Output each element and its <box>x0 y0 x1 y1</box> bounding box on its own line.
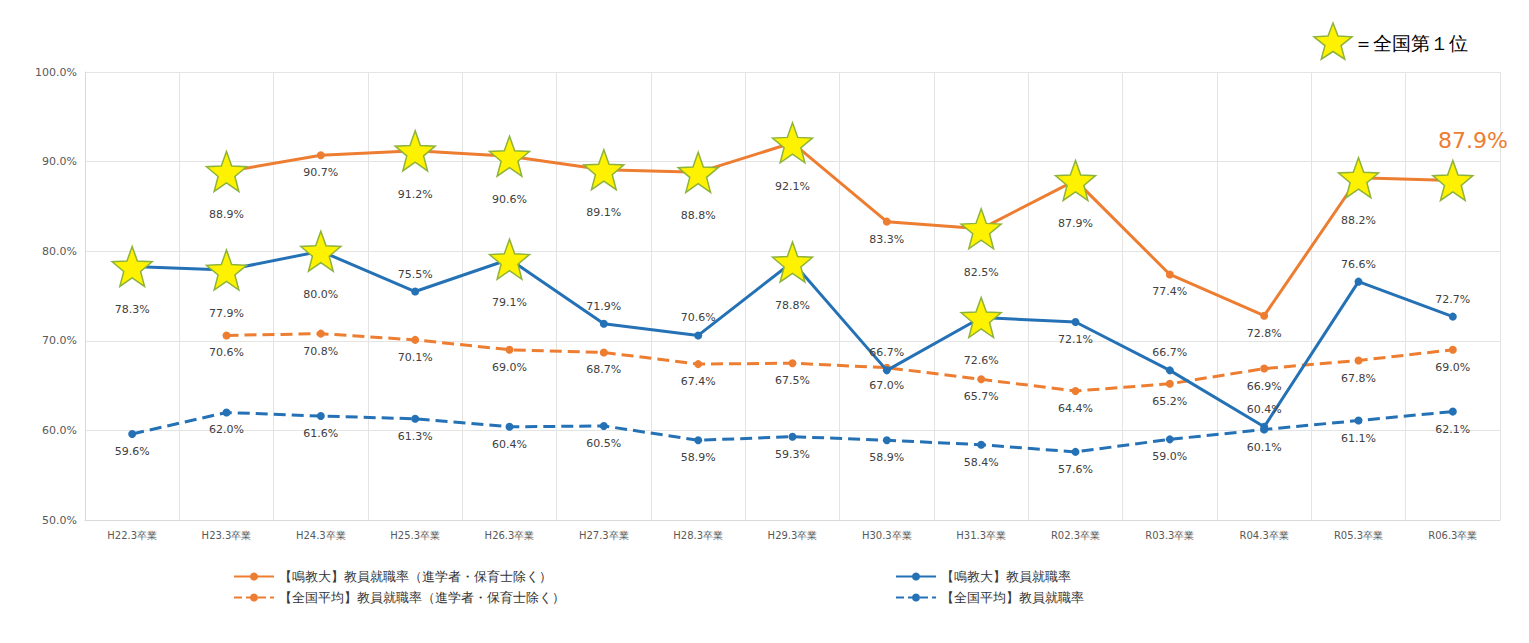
svg-text:67.4%: 67.4% <box>681 375 716 388</box>
svg-text:70.1%: 70.1% <box>398 351 433 364</box>
svg-text:58.9%: 58.9% <box>681 451 716 464</box>
svg-text:59.0%: 59.0% <box>1152 450 1187 463</box>
svg-text:80.0%: 80.0% <box>303 288 338 301</box>
svg-text:61.6%: 61.6% <box>303 427 338 440</box>
svg-text:H22.3卒業: H22.3卒業 <box>107 530 157 541</box>
svg-text:【鳴教大】教員就職率（進学者・保育士除く）: 【鳴教大】教員就職率（進学者・保育士除く） <box>279 569 552 584</box>
svg-text:89.1%: 89.1% <box>586 206 621 219</box>
svg-text:68.7%: 68.7% <box>586 363 621 376</box>
svg-text:88.2%: 88.2% <box>1341 214 1376 227</box>
svg-text:65.2%: 65.2% <box>1152 395 1187 408</box>
svg-text:H30.3卒業: H30.3卒業 <box>862 530 912 541</box>
svg-text:90.7%: 90.7% <box>303 166 338 179</box>
svg-text:72.6%: 72.6% <box>964 354 999 367</box>
svg-text:87.9%: 87.9% <box>1438 128 1508 153</box>
svg-text:61.1%: 61.1% <box>1341 432 1376 445</box>
svg-text:66.7%: 66.7% <box>1152 346 1187 359</box>
svg-text:61.3%: 61.3% <box>398 430 433 443</box>
svg-text:82.5%: 82.5% <box>964 266 999 279</box>
svg-text:60.5%: 60.5% <box>586 437 621 450</box>
svg-text:＝全国第１位: ＝全国第１位 <box>1354 32 1468 54</box>
svg-text:69.0%: 69.0% <box>492 361 527 374</box>
svg-text:H24.3卒業: H24.3卒業 <box>296 530 346 541</box>
svg-text:62.1%: 62.1% <box>1435 423 1470 436</box>
svg-text:67.5%: 67.5% <box>775 374 810 387</box>
svg-text:78.3%: 78.3% <box>115 303 150 316</box>
svg-text:60.1%: 60.1% <box>1247 441 1282 454</box>
svg-text:67.8%: 67.8% <box>1341 372 1376 385</box>
svg-text:88.8%: 88.8% <box>681 209 716 222</box>
svg-text:66.9%: 66.9% <box>1247 380 1282 393</box>
svg-text:59.6%: 59.6% <box>115 445 150 458</box>
svg-text:62.0%: 62.0% <box>209 423 244 436</box>
svg-text:70.6%: 70.6% <box>681 311 716 324</box>
svg-text:90.6%: 90.6% <box>492 193 527 206</box>
svg-text:H23.3卒業: H23.3卒業 <box>202 530 252 541</box>
svg-text:70.8%: 70.8% <box>303 345 338 358</box>
svg-text:67.0%: 67.0% <box>869 379 904 392</box>
svg-text:88.9%: 88.9% <box>209 208 244 221</box>
svg-text:H26.3卒業: H26.3卒業 <box>485 530 535 541</box>
svg-text:R05.3卒業: R05.3卒業 <box>1334 530 1383 541</box>
svg-text:59.3%: 59.3% <box>775 448 810 461</box>
svg-text:R02.3卒業: R02.3卒業 <box>1051 530 1100 541</box>
svg-text:H29.3卒業: H29.3卒業 <box>768 530 818 541</box>
svg-text:R03.3卒業: R03.3卒業 <box>1145 530 1194 541</box>
svg-text:71.9%: 71.9% <box>586 300 621 313</box>
svg-text:【鳴教大】教員就職率: 【鳴教大】教員就職率 <box>941 569 1071 584</box>
svg-text:50.0%: 50.0% <box>42 514 77 527</box>
svg-text:60.4%: 60.4% <box>1247 403 1282 416</box>
svg-text:83.3%: 83.3% <box>869 233 904 246</box>
svg-text:【全国平均】教員就職率: 【全国平均】教員就職率 <box>941 590 1084 605</box>
svg-text:70.0%: 70.0% <box>42 334 77 347</box>
svg-text:92.1%: 92.1% <box>775 180 810 193</box>
svg-text:57.6%: 57.6% <box>1058 463 1093 476</box>
svg-text:R04.3卒業: R04.3卒業 <box>1240 530 1289 541</box>
svg-text:91.2%: 91.2% <box>398 188 433 201</box>
svg-text:60.4%: 60.4% <box>492 438 527 451</box>
svg-text:【全国平均】教員就職率（進学者・保育士除く）: 【全国平均】教員就職率（進学者・保育士除く） <box>279 590 565 605</box>
svg-text:87.9%: 87.9% <box>1058 217 1093 230</box>
svg-text:72.8%: 72.8% <box>1247 327 1282 340</box>
svg-text:78.8%: 78.8% <box>775 299 810 312</box>
svg-text:58.9%: 58.9% <box>869 451 904 464</box>
svg-text:76.6%: 76.6% <box>1341 258 1376 271</box>
svg-text:H31.3卒業: H31.3卒業 <box>956 530 1006 541</box>
svg-text:69.0%: 69.0% <box>1435 361 1470 374</box>
svg-text:H28.3卒業: H28.3卒業 <box>673 530 723 541</box>
svg-text:72.1%: 72.1% <box>1058 333 1093 346</box>
svg-text:H25.3卒業: H25.3卒業 <box>390 530 440 541</box>
svg-text:77.9%: 77.9% <box>209 307 244 320</box>
svg-text:77.4%: 77.4% <box>1152 285 1187 298</box>
svg-text:72.7%: 72.7% <box>1435 293 1470 306</box>
svg-text:R06.3卒業: R06.3卒業 <box>1428 530 1477 541</box>
svg-text:70.6%: 70.6% <box>209 346 244 359</box>
svg-text:58.4%: 58.4% <box>964 456 999 469</box>
svg-text:80.0%: 80.0% <box>42 245 77 258</box>
svg-text:100.0%: 100.0% <box>35 66 77 79</box>
svg-text:H27.3卒業: H27.3卒業 <box>579 530 629 541</box>
svg-text:65.7%: 65.7% <box>964 390 999 403</box>
svg-text:64.4%: 64.4% <box>1058 402 1093 415</box>
svg-text:60.0%: 60.0% <box>42 424 77 437</box>
svg-text:90.0%: 90.0% <box>42 155 77 168</box>
svg-text:75.5%: 75.5% <box>398 268 433 281</box>
svg-text:66.7%: 66.7% <box>869 346 904 359</box>
svg-text:79.1%: 79.1% <box>492 296 527 309</box>
